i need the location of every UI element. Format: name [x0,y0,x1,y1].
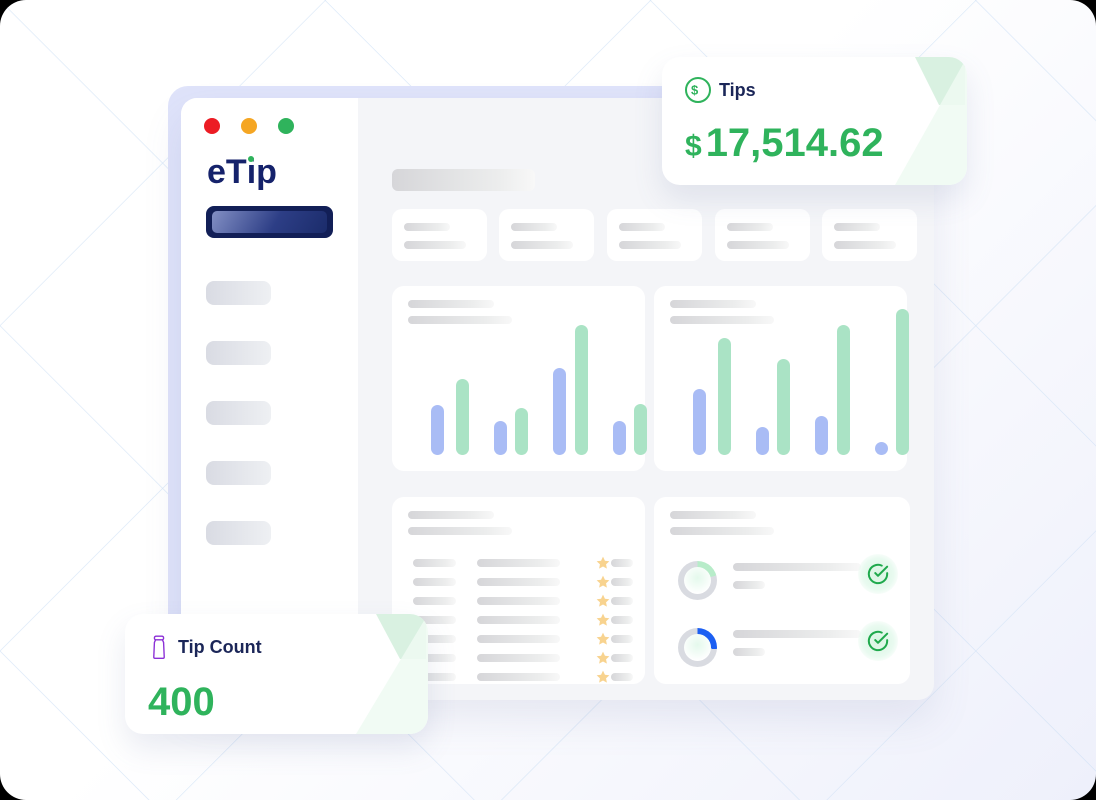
svg-text:$: $ [691,83,699,98]
